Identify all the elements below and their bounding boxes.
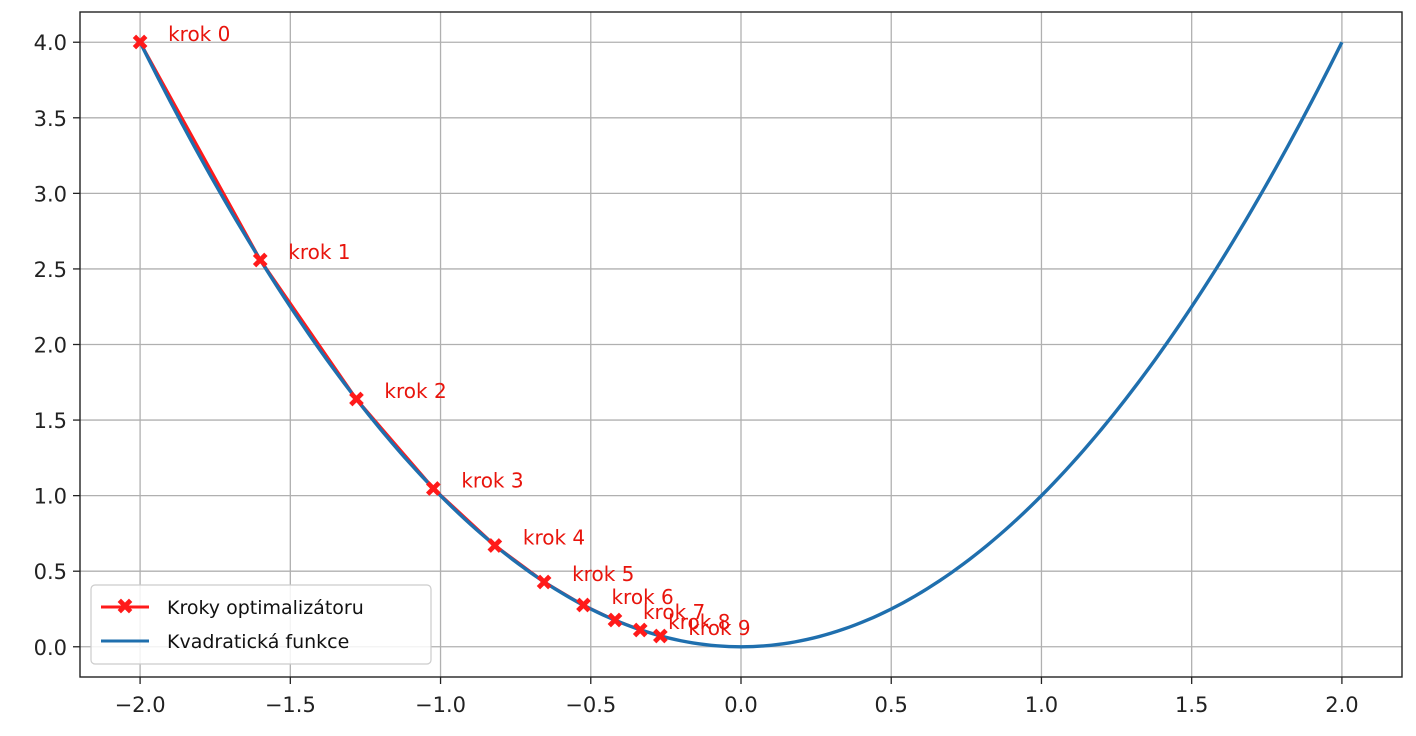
- step-annotation: krok 4: [523, 525, 585, 549]
- y-tick-label: 4.0: [34, 31, 67, 55]
- x-tick-label: 2.0: [1325, 693, 1358, 717]
- optimizer-step-marker: ✖: [486, 534, 504, 559]
- x-tick-label: −1.5: [265, 693, 316, 717]
- quadratic-curve: [138, 41, 1344, 649]
- step-annotation: krok 0: [168, 22, 230, 46]
- y-axis: 0.0 0.5 1.0 1.5 2.0 2.5 3.0 3.5 4.0: [34, 31, 80, 660]
- x-tick-label: −2.0: [115, 693, 166, 717]
- y-tick-label: 3.5: [34, 107, 67, 131]
- legend-label-quadratic: Kvadratická funkce: [167, 631, 349, 653]
- x-tick-label: 0.5: [875, 693, 908, 717]
- optimizer-step-marker: ✖: [651, 625, 669, 650]
- y-tick-label: 0.0: [34, 636, 67, 660]
- x-tick-label: 1.5: [1175, 693, 1208, 717]
- optimizer-step-marker: ✖: [251, 249, 269, 274]
- x-tick-label: 1.0: [1025, 693, 1058, 717]
- legend: ✖ Kroky optimalizátoru Kvadratická funkc…: [90, 584, 432, 665]
- optimizer-step-marker: ✖: [535, 571, 553, 596]
- legend-box: [90, 584, 432, 665]
- y-tick-label: 0.5: [34, 560, 67, 584]
- step-annotation: krok 8: [668, 610, 730, 634]
- step-annotation: krok 9: [688, 616, 750, 640]
- step-annotation: krok 2: [384, 379, 446, 403]
- optimizer-step-marker: ✖: [131, 31, 149, 56]
- optimizer-step-marker: ✖: [424, 477, 442, 502]
- y-tick-label: 2.5: [34, 258, 67, 282]
- optimizer-step-marker: ✖: [347, 388, 365, 413]
- step-annotation: krok 3: [461, 468, 523, 492]
- optimizer-step-marker: ✖: [574, 594, 592, 619]
- x-tick-label: 0.0: [724, 693, 757, 717]
- x-tick-label: −0.5: [565, 693, 616, 717]
- curve-layer: [138, 41, 1344, 649]
- optimizer-step-marker: ✖: [631, 619, 649, 644]
- y-tick-label: 3.0: [34, 182, 67, 206]
- step-annotation: krok 7: [643, 600, 705, 624]
- y-tick-label: 1.0: [34, 485, 67, 509]
- legend-label-optimizer: Kroky optimalizátoru: [167, 597, 364, 619]
- y-tick-label: 2.0: [34, 334, 67, 358]
- step-annotation: krok 5: [572, 562, 634, 586]
- x-tick-label: −1.0: [415, 693, 466, 717]
- x-axis: −2.0 −1.5 −1.0 −0.5 0.0 0.5 1.0 1.5 2.0: [115, 677, 1359, 717]
- optimizer-step-marker: ✖: [606, 609, 624, 634]
- step-annotation: krok 1: [288, 240, 350, 264]
- y-tick-label: 1.5: [34, 409, 67, 433]
- step-annotation: krok 6: [611, 585, 673, 609]
- legend-marker-optimizer: ✖: [116, 595, 134, 620]
